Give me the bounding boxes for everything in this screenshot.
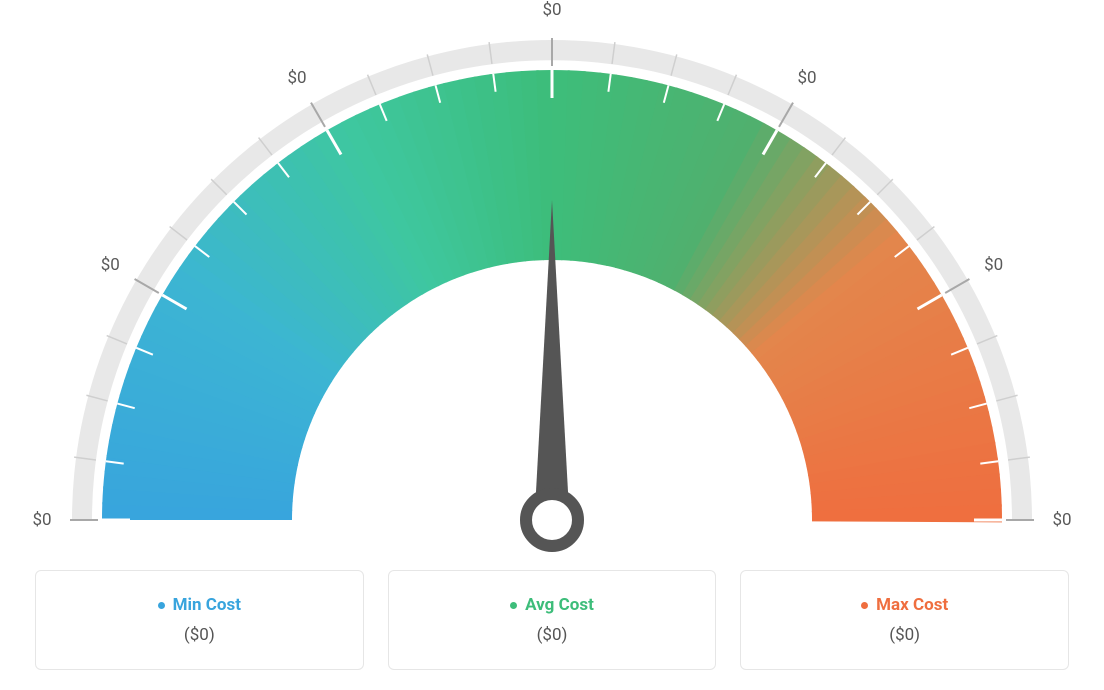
legend-dot-icon bbox=[510, 602, 517, 609]
gauge-tick-label: $0 bbox=[287, 68, 306, 88]
legend-label: Max Cost bbox=[876, 595, 948, 615]
legend-card-max: Max Cost ($0) bbox=[740, 570, 1069, 670]
gauge-tick-label: $0 bbox=[32, 510, 51, 530]
legend-card-min: Min Cost ($0) bbox=[35, 570, 364, 670]
legend-value: ($0) bbox=[537, 625, 568, 645]
cost-gauge-widget: $0 $0 $0 $0 $0 $0 $0 Min Cost ($0) Avg Cost ($… bbox=[0, 0, 1104, 690]
gauge-chart: $0 $0 $0 $0 $0 $0 $0 bbox=[0, 0, 1104, 560]
legend-title-avg: Avg Cost bbox=[510, 595, 594, 615]
legend-row: Min Cost ($0) Avg Cost ($0) Max Cost ($0… bbox=[35, 570, 1069, 670]
gauge-tick-label: $0 bbox=[542, 0, 561, 20]
legend-label: Min Cost bbox=[173, 595, 241, 615]
legend-value: ($0) bbox=[889, 625, 920, 645]
legend-value: ($0) bbox=[184, 625, 215, 645]
gauge-svg bbox=[0, 0, 1104, 560]
legend-dot-icon bbox=[158, 602, 165, 609]
legend-label: Avg Cost bbox=[525, 595, 594, 615]
legend-title-min: Min Cost bbox=[158, 595, 241, 615]
gauge-tick-label: $0 bbox=[1052, 510, 1071, 530]
gauge-tick-label: $0 bbox=[984, 255, 1003, 275]
legend-card-avg: Avg Cost ($0) bbox=[388, 570, 717, 670]
gauge-tick-label: $0 bbox=[797, 68, 816, 88]
legend-title-max: Max Cost bbox=[861, 595, 948, 615]
gauge-tick-label: $0 bbox=[101, 255, 120, 275]
legend-dot-icon bbox=[861, 602, 868, 609]
